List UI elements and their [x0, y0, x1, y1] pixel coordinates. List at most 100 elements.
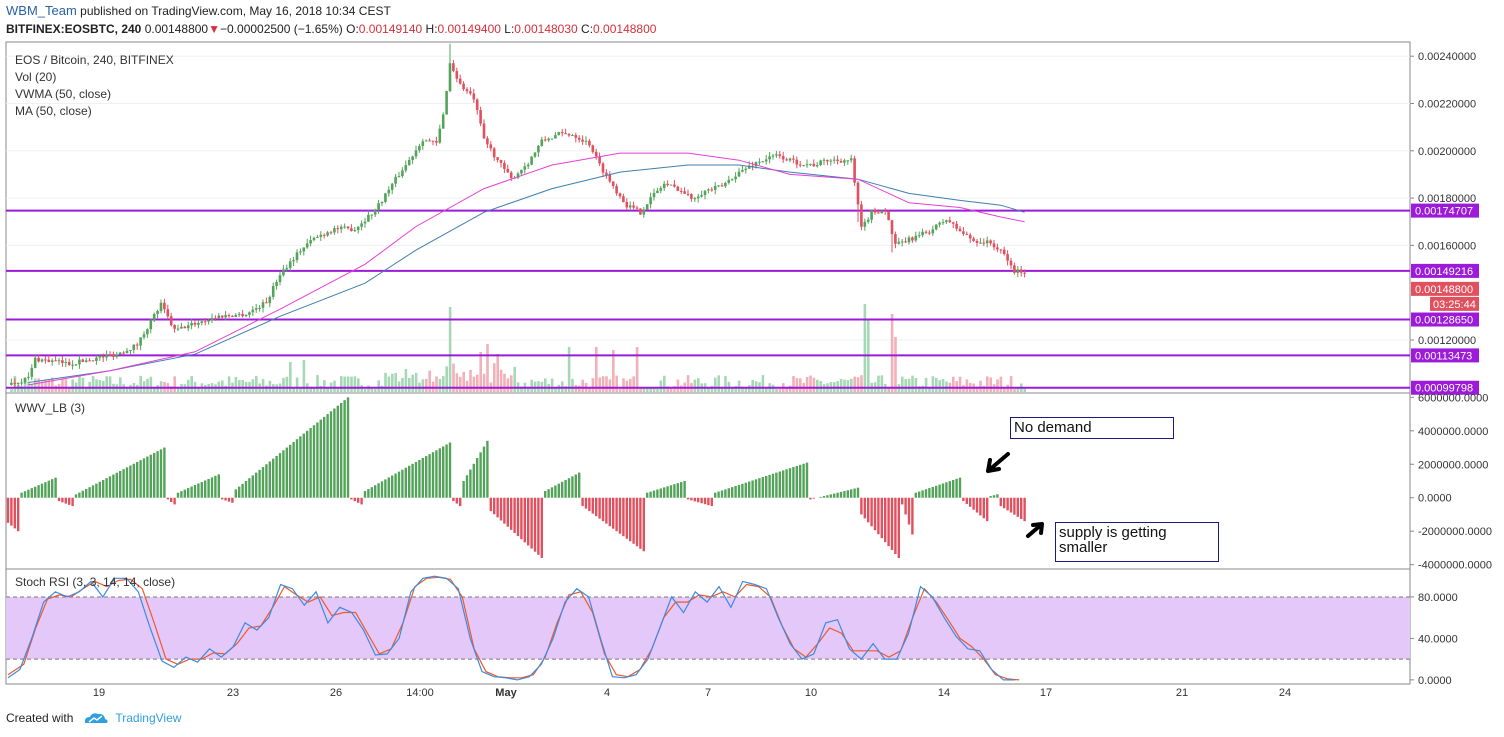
volume-bar [146, 378, 149, 392]
volume-bar [367, 385, 370, 392]
tradingview-link[interactable]: TradingView [115, 711, 182, 725]
wwv-bar [387, 477, 390, 498]
candle-body [40, 359, 44, 362]
volume-bar [911, 375, 914, 392]
open-value: 0.00149140 [358, 22, 423, 36]
volume-bar [924, 377, 928, 392]
volume-bar [765, 387, 768, 392]
candle-body [268, 296, 272, 304]
wwv-bar [173, 497, 176, 505]
wwv-bar [615, 497, 618, 532]
volume-bar [448, 307, 452, 392]
wwv-bar [676, 483, 679, 498]
candle-body [962, 231, 965, 234]
wwv-bar [108, 476, 112, 498]
wwv-bar [785, 469, 788, 498]
volume-bar [805, 377, 809, 392]
candle-body [615, 186, 618, 194]
candle-body [455, 71, 459, 79]
volume-bar [292, 387, 295, 392]
wwv-bar [765, 475, 768, 498]
volume-bar [605, 376, 608, 392]
candle-body [146, 329, 149, 335]
wwv-bar [635, 497, 639, 547]
wwv-bar [989, 496, 992, 498]
candle-body [67, 362, 71, 366]
low-value: 0.00148030 [514, 22, 578, 36]
wwv-bar [975, 497, 979, 513]
stoch-tick-label: 80.0000 [1418, 592, 1458, 604]
candle-body [71, 364, 74, 366]
wwv-bar [788, 468, 792, 498]
candle-body [894, 234, 897, 244]
volume-bar [496, 354, 499, 392]
wwv-bar [489, 497, 492, 512]
candle-body [1016, 269, 1020, 273]
candle-body [751, 165, 754, 167]
candle-body [775, 154, 778, 156]
volume-bar [856, 377, 860, 392]
time-axis-label: 10 [805, 687, 817, 699]
wwv-bar [367, 489, 370, 498]
volume-bar [493, 363, 496, 392]
candle-body [285, 268, 289, 270]
time-axis-label: 14:00 [406, 687, 434, 699]
wwv-bar [282, 450, 285, 498]
legend-vwma: VWMA (50, close) [15, 87, 111, 101]
candle-body [234, 314, 238, 317]
volume-bar [486, 344, 489, 392]
candle-body [414, 150, 418, 157]
volume-bar [380, 385, 384, 392]
wwv-bar [659, 488, 662, 498]
candle-body [363, 221, 367, 224]
price-tick-label: 0.00180000 [1418, 193, 1476, 205]
wwv-bar [146, 456, 149, 498]
candle-body [713, 185, 717, 190]
volume-bar [255, 375, 258, 392]
candle-body [499, 159, 503, 163]
wwv-bar [608, 497, 611, 527]
volume-bar [561, 381, 564, 392]
volume-bar [445, 366, 448, 392]
candle-body [666, 183, 669, 186]
candle-body [662, 183, 666, 189]
wwv-bar [102, 479, 105, 498]
candle-body [295, 252, 299, 261]
price-tick-label: 0.00220000 [1418, 98, 1476, 110]
volume-bar [918, 386, 921, 392]
volume-bar [299, 387, 302, 392]
wwv-bar [822, 496, 826, 498]
candle-body [523, 166, 527, 170]
author-link[interactable]: WBM_Team [6, 3, 77, 18]
wwv-bar [921, 490, 924, 498]
wwv-bar [231, 497, 234, 503]
wwv-bar [887, 497, 890, 547]
candle-body [27, 376, 30, 378]
candle-body [758, 161, 761, 163]
candle-body [373, 210, 377, 215]
candle-body [812, 163, 816, 167]
candle-body [23, 377, 27, 383]
candle-body [411, 156, 414, 160]
volume-bar [737, 380, 741, 392]
wwv-bar [948, 481, 951, 498]
candle-body [333, 228, 336, 233]
wwv-bar [210, 477, 214, 498]
candle-body [482, 123, 486, 139]
candle-body [809, 163, 812, 165]
candle-body [16, 382, 20, 384]
candle-body [560, 132, 564, 134]
volume-bar [894, 337, 897, 392]
candle-body [741, 169, 744, 172]
candle-body [197, 322, 200, 325]
wwv-bar [588, 497, 591, 512]
volume-bar [931, 376, 935, 392]
wwv-bar [149, 454, 152, 498]
wwv-bar [180, 491, 183, 498]
wwv-bar [81, 490, 84, 498]
candle-body [203, 321, 207, 323]
candle-body [61, 360, 64, 364]
wwv-tick-label: 6000000.0000 [1418, 392, 1488, 404]
volume-bar [343, 376, 346, 392]
